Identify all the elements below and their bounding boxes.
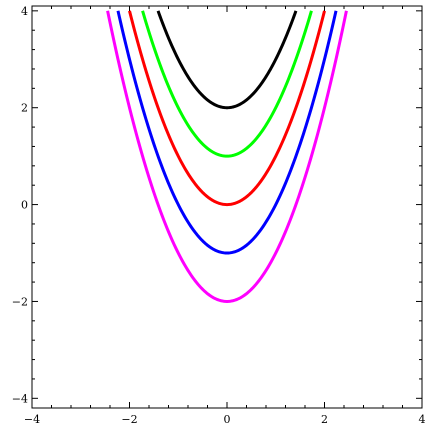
series-line-2 [128,10,326,207]
y-tick-label: 2 [21,102,28,115]
plot-frame [31,5,423,409]
tick-label-layer: −4 −2 0 2 4 −4 −2 0 2 4 [12,5,426,426]
series-line-4 [106,10,348,303]
curve-layer [106,10,348,303]
x-tick-label: 2 [321,413,328,426]
y-tick-label: 4 [21,5,28,18]
series-line-3 [116,10,338,255]
y-tick-label: −2 [12,295,28,308]
series-line-1 [141,10,313,158]
x-tick-label: 4 [419,413,426,426]
x-tick-label: −4 [24,413,40,426]
x-tick-label: −2 [121,413,137,426]
y-tick-label: −4 [12,392,28,405]
x-tick-label: 0 [224,413,231,426]
y-tick-label: 0 [21,199,28,212]
series-line-0 [156,10,298,110]
tick-marks [31,6,423,408]
